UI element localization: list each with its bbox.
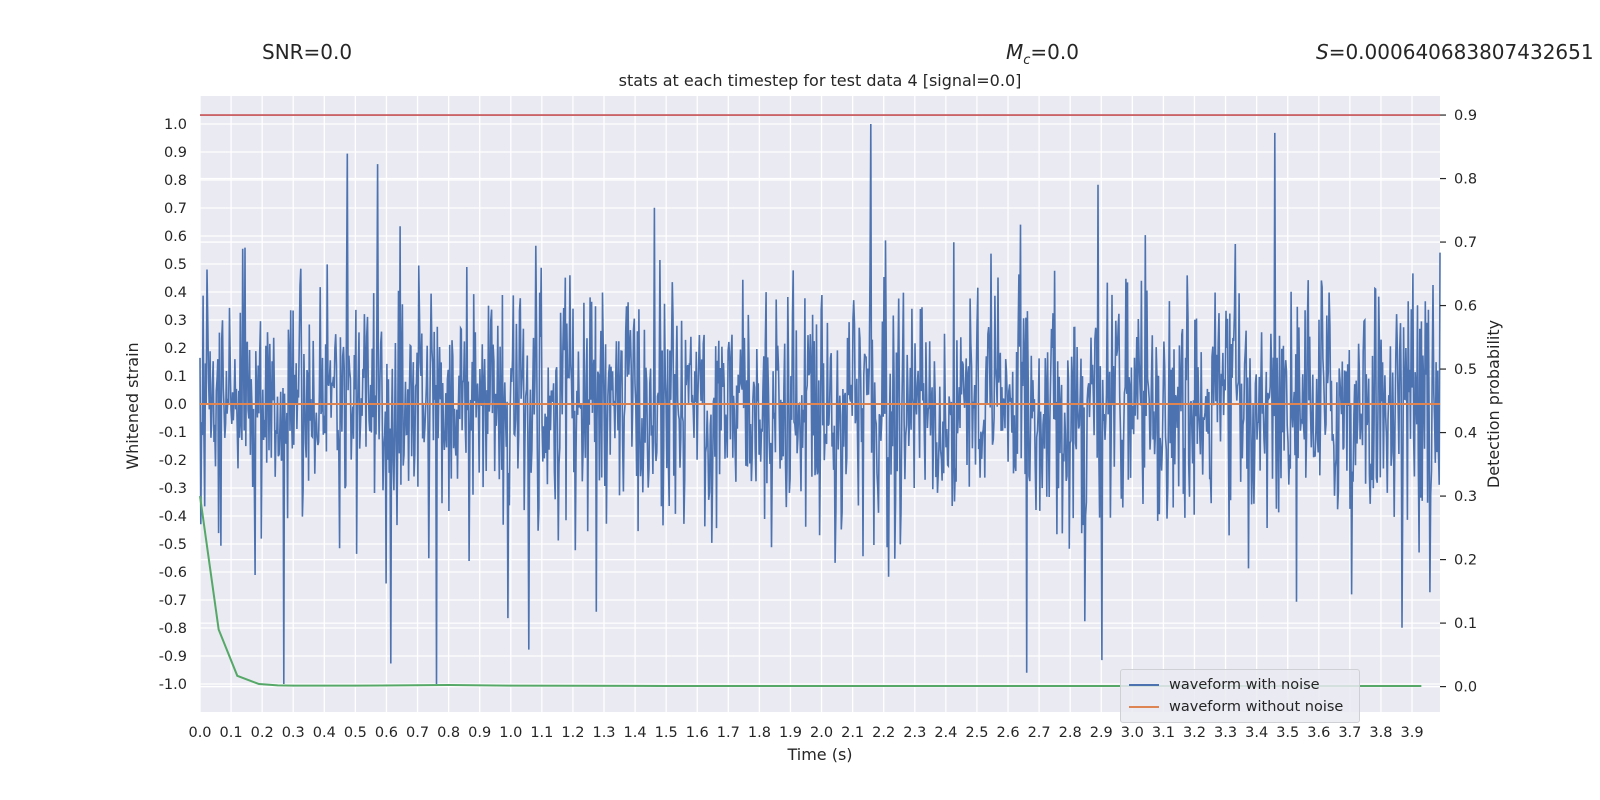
- y-tick-label: 0.2: [164, 341, 187, 357]
- x-tick-label: 2.3: [903, 725, 926, 741]
- y-tick-label: 0.4: [164, 285, 187, 301]
- x-axis-ticks: 0.0 0.1 0.2 0.3 0.4 0.5 0.6 0.7 0.8 0.9 1.0 1.1 1.2 1…: [188, 725, 1423, 741]
- y-right-tick-label: 0.8: [1454, 172, 1477, 188]
- chart-title: stats at each timestep for test data 4 […: [618, 71, 1022, 90]
- x-tick-label: 1.6: [686, 725, 709, 741]
- y-tick-label: -0.8: [159, 621, 187, 637]
- x-tick-label: 0.7: [406, 725, 429, 741]
- s-symbol: S: [1316, 40, 1329, 64]
- y-tick-label: -0.5: [159, 537, 187, 553]
- y-tick-label: -0.2: [159, 453, 187, 469]
- x-tick-label: 2.4: [934, 725, 957, 741]
- chirp-mass-subscript: c: [1023, 53, 1031, 68]
- y-right-tick-label: 0.0: [1454, 680, 1477, 696]
- y-tick-label: 0.0: [164, 397, 187, 413]
- x-tick-label: 0.9: [468, 725, 491, 741]
- x-tick-label: 3.2: [1183, 725, 1206, 741]
- x-tick-label: 0.5: [344, 725, 367, 741]
- x-tick-label: 3.7: [1338, 725, 1361, 741]
- y-tick-label: 0.7: [164, 201, 187, 217]
- x-tick-label: 3.1: [1152, 725, 1175, 741]
- x-tick-label: 1.1: [530, 725, 553, 741]
- y-right-axis-ticks: 0.9 0.8 0.7 0.6 0.5 0.4 0.3 0.2 0.1 0.0: [1440, 108, 1477, 696]
- y-right-axis-label: Detection probability: [1484, 320, 1503, 488]
- y-tick-label: 1.0: [164, 117, 187, 133]
- x-tick-label: 2.9: [1090, 725, 1113, 741]
- y-right-tick-label: 0.6: [1454, 299, 1477, 315]
- x-tick-label: 0.1: [220, 725, 243, 741]
- x-tick-label: 3.6: [1307, 725, 1330, 741]
- x-tick-label: 3.8: [1369, 725, 1392, 741]
- legend-swatch-noise: [1129, 684, 1159, 686]
- x-tick-label: 2.7: [1028, 725, 1051, 741]
- detection-probability-line: [199, 495, 1422, 687]
- x-tick-label: 1.8: [748, 725, 771, 741]
- x-tick-label: 3.4: [1245, 725, 1268, 741]
- x-tick-label: 1.7: [717, 725, 740, 741]
- y-right-tick-label: 0.9: [1454, 108, 1477, 124]
- y-tick-label: 0.6: [164, 229, 187, 245]
- x-tick-label: 2.8: [1059, 725, 1082, 741]
- legend-label-clean: waveform without noise: [1169, 699, 1344, 715]
- snr-label: SNR=0.0: [262, 40, 353, 64]
- x-tick-label: 3.9: [1400, 725, 1423, 741]
- legend-entry-noise: waveform with noise: [1129, 677, 1320, 693]
- y-tick-label: 0.1: [164, 369, 187, 385]
- x-tick-label: 0.6: [375, 725, 398, 741]
- x-tick-label: 2.2: [872, 725, 895, 741]
- y-tick-label: -0.3: [159, 481, 187, 497]
- y-tick-label: 0.3: [164, 313, 187, 329]
- y-tick-label: -0.6: [159, 565, 187, 581]
- s-value: =0.000640683807432651: [1328, 40, 1594, 64]
- x-tick-label: 3.3: [1214, 725, 1237, 741]
- x-tick-label: 0.2: [251, 725, 274, 741]
- y-right-tick-label: 0.3: [1454, 489, 1477, 505]
- chirp-mass-value: =0.0: [1030, 40, 1079, 64]
- legend-label-noise: waveform with noise: [1169, 677, 1320, 693]
- y-right-tick-label: 0.7: [1454, 235, 1477, 251]
- legend: waveform with noise waveform without noi…: [1120, 669, 1360, 723]
- x-tick-label: 1.9: [779, 725, 802, 741]
- legend-entry-clean: waveform without noise: [1129, 699, 1343, 715]
- x-axis-label: Time (s): [786, 745, 852, 764]
- series-waveform-with-noise: [199, 123, 1441, 685]
- series-detection-probability: [199, 495, 1422, 687]
- x-tick-label: 2.1: [841, 725, 864, 741]
- x-tick-label: 0.4: [313, 725, 336, 741]
- chirp-mass-symbol: M: [1006, 40, 1024, 64]
- y-axis-ticks: 1.0 0.9 0.8 0.7 0.6 0.5 0.4 0.3 0.2 0.1 0.0 -0.1 -0.…: [159, 117, 187, 693]
- y-tick-label: 0.5: [164, 257, 187, 273]
- x-tick-label: 2.6: [996, 725, 1019, 741]
- noise-waveform-line: [199, 123, 1441, 685]
- x-tick-label: 3.0: [1121, 725, 1144, 741]
- s-label: S=0.000640683807432651: [1316, 40, 1594, 64]
- x-tick-label: 2.5: [965, 725, 988, 741]
- x-tick-label: 1.0: [499, 725, 522, 741]
- y-tick-label: -1.0: [159, 677, 187, 693]
- x-tick-label: 0.8: [437, 725, 460, 741]
- x-tick-label: 0.3: [282, 725, 305, 741]
- x-tick-label: 1.5: [655, 725, 678, 741]
- y-tick-label: -0.1: [159, 425, 187, 441]
- x-tick-label: 0.0: [188, 725, 211, 741]
- x-tick-label: 1.4: [624, 725, 647, 741]
- x-tick-label: 1.3: [592, 725, 615, 741]
- y-tick-label: 0.9: [164, 145, 187, 161]
- y-tick-label: 0.8: [164, 173, 187, 189]
- legend-swatch-clean: [1129, 706, 1159, 708]
- y-right-tick-label: 0.5: [1454, 362, 1477, 378]
- y-axis-label: Whitened strain: [123, 342, 142, 469]
- y-right-tick-label: 0.1: [1454, 616, 1477, 632]
- y-right-tick-label: 0.4: [1454, 426, 1477, 442]
- y-tick-label: -0.7: [159, 593, 187, 609]
- x-tick-label: 2.0: [810, 725, 833, 741]
- y-tick-label: -0.4: [159, 509, 187, 525]
- chirp-mass-label: Mc=0.0: [1006, 40, 1079, 68]
- y-right-tick-label: 0.2: [1454, 553, 1477, 569]
- y-tick-label: -0.9: [159, 649, 187, 665]
- x-tick-label: 3.5: [1276, 725, 1299, 741]
- x-tick-label: 1.2: [561, 725, 584, 741]
